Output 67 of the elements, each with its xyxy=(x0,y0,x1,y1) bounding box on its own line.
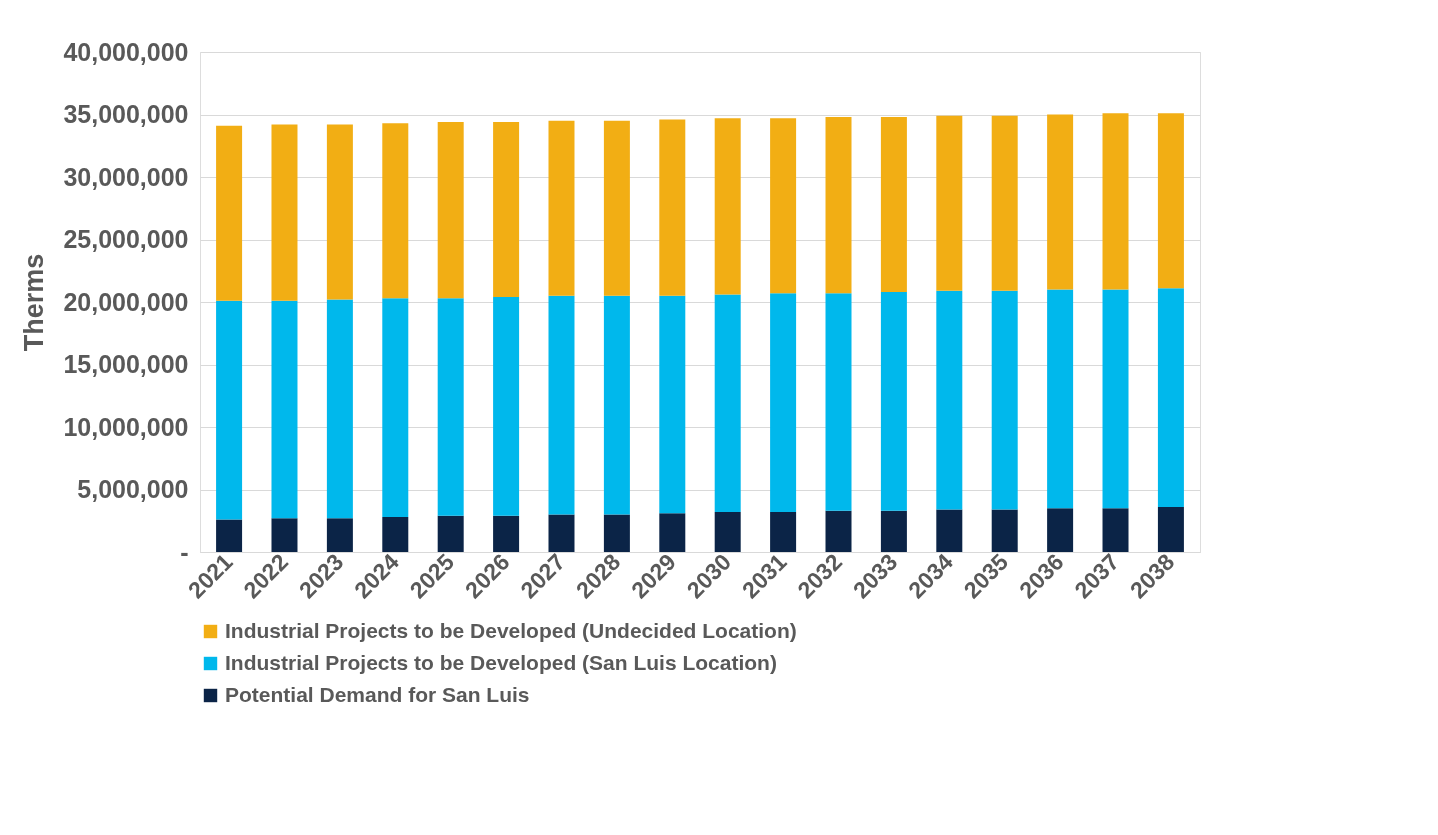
bar xyxy=(1047,114,1074,290)
bar xyxy=(603,514,630,552)
bar xyxy=(382,517,409,552)
y-tick-label: 20,000,000 xyxy=(63,287,189,316)
bar xyxy=(936,290,963,510)
bar xyxy=(326,124,353,300)
bar xyxy=(659,295,686,514)
bar xyxy=(825,117,852,294)
bar xyxy=(991,509,1018,552)
bar xyxy=(1102,508,1129,552)
bar xyxy=(382,298,409,517)
bar xyxy=(271,518,298,552)
bar xyxy=(770,512,797,552)
bar xyxy=(825,510,852,552)
bar xyxy=(1047,289,1074,509)
bar xyxy=(936,509,963,552)
y-tick-label: 30,000,000 xyxy=(63,162,189,191)
y-tick-label: 10,000,000 xyxy=(63,412,189,441)
bar xyxy=(216,125,243,301)
bar xyxy=(659,513,686,552)
bar xyxy=(880,117,907,292)
bar xyxy=(1102,113,1129,290)
bar xyxy=(991,290,1018,510)
y-axis-title: Therms xyxy=(19,253,50,352)
bar xyxy=(1157,288,1184,507)
bar xyxy=(880,510,907,552)
bar xyxy=(493,515,520,552)
bar xyxy=(437,122,464,299)
bar xyxy=(437,298,464,516)
y-tick-label: 25,000,000 xyxy=(63,225,189,253)
bar xyxy=(326,518,353,552)
y-tick-label: 35,000,000 xyxy=(63,100,189,128)
bar xyxy=(714,118,741,295)
bar xyxy=(548,295,575,515)
bar xyxy=(936,115,963,291)
bar xyxy=(326,299,353,519)
bar xyxy=(216,519,243,552)
bar xyxy=(825,293,852,511)
bar xyxy=(770,118,797,294)
y-tick-label: 40,000,000 xyxy=(63,37,189,66)
bar xyxy=(1102,289,1129,509)
bar xyxy=(271,300,298,519)
bar xyxy=(880,292,907,511)
y-tick-label: 5,000,000 xyxy=(77,475,189,503)
bar xyxy=(770,293,797,512)
bar xyxy=(216,300,243,520)
bar xyxy=(493,122,520,297)
bar xyxy=(1157,113,1184,289)
bar xyxy=(603,295,630,515)
bar xyxy=(1047,508,1074,552)
bar xyxy=(659,119,686,296)
bar xyxy=(271,124,298,301)
y-tick-label: - xyxy=(180,537,189,566)
bar xyxy=(548,120,575,296)
bar xyxy=(603,120,630,296)
bar xyxy=(714,512,741,552)
bar xyxy=(1157,507,1184,552)
bar xyxy=(493,297,520,516)
legend-label: Potential Demand for San Luis xyxy=(225,682,530,706)
y-tick-label: 15,000,000 xyxy=(63,350,189,378)
legend-label: Industrial Projects to be Developed (San Luis Location) xyxy=(225,650,777,674)
bar xyxy=(548,514,575,552)
bar xyxy=(382,123,409,299)
bar xyxy=(714,294,741,512)
bar xyxy=(991,115,1018,291)
legend-label: Industrial Projects to be Developed (Undecided Location) xyxy=(225,618,797,642)
bar xyxy=(437,515,464,552)
